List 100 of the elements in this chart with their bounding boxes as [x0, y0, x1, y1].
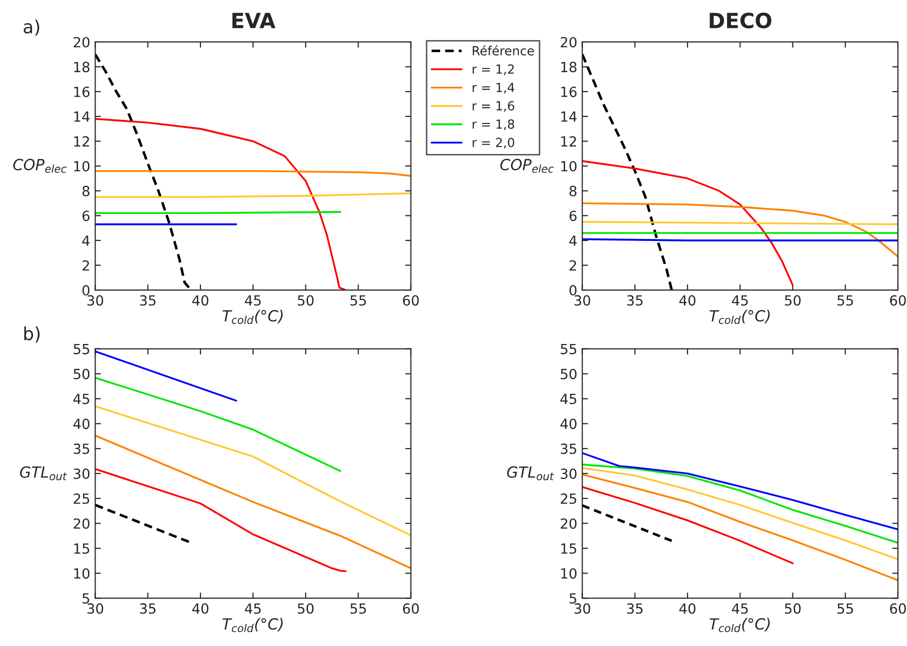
y-tick-label: 10: [74, 568, 90, 579]
line-series: [582, 464, 898, 544]
line-series: [582, 467, 898, 560]
y-tick-label: 55: [560, 344, 576, 354]
y-tick-label: 25: [74, 493, 90, 504]
x-tick-label: 60: [890, 295, 906, 306]
line-series: [95, 118, 347, 290]
x-tick-label: 55: [350, 295, 366, 306]
x-tick-label: 55: [838, 603, 853, 614]
y-tick-label: 2: [82, 260, 89, 271]
y-tick-label: 30: [560, 468, 577, 479]
y-tick-label: 20: [74, 518, 90, 529]
y-tick-label: 40: [73, 418, 90, 430]
x-tick-label: 45: [732, 603, 748, 614]
y-tick-label: 15: [74, 543, 90, 554]
x-tick-label: 50: [298, 295, 314, 306]
line-series: [95, 468, 347, 572]
y-tick-label: 18: [561, 62, 576, 72]
x-axis-title: T$_{cold}$(°C): [710, 618, 770, 632]
x-tick-label: 35: [140, 295, 156, 306]
y-tick-label: 20: [560, 518, 577, 529]
x-tick-label: 35: [627, 295, 643, 306]
line-series: [95, 405, 411, 536]
y-tick-label: 4: [82, 236, 90, 246]
legend-label: r = 2,0: [472, 138, 514, 148]
y-tick-label: 30: [74, 468, 90, 479]
y-tick-label: 10: [74, 160, 90, 172]
line-series: [582, 53, 673, 290]
y-tick-label: 6: [570, 210, 577, 222]
legend-label: r = 1,4: [472, 82, 514, 94]
y-tick-label: 25: [560, 493, 576, 504]
y-tick-label: 10: [561, 160, 577, 172]
x-tick-label: 60: [890, 603, 906, 614]
y-tick-label: 18: [74, 62, 90, 72]
line-series: [95, 376, 342, 472]
y-tick-label: 45: [560, 394, 576, 404]
x-tick-label: 60: [403, 603, 419, 614]
y-axis-title: COP$_{elec}$: [500, 158, 554, 173]
y-tick-label: 4: [569, 236, 577, 246]
chart-title: DECO: [710, 12, 772, 28]
x-tick-label: 50: [298, 603, 314, 614]
x-tick-label: 35: [627, 603, 643, 614]
line-series: [582, 474, 898, 582]
legend-label: r = 1,8: [472, 119, 514, 130]
line-series: [95, 434, 411, 570]
y-tick-label: 35: [74, 444, 90, 454]
y-tick-label: 10: [561, 568, 577, 579]
y-axis-title: GTL$_{out}$: [507, 466, 554, 480]
y-tick-label: 14: [74, 112, 90, 122]
x-axis-title: T$_{cold}$(°C): [222, 618, 283, 632]
y-tick-label: 5: [570, 593, 576, 604]
x-axis-title: T$_{cold}$(°C): [222, 310, 283, 324]
x-tick-label: 40: [679, 603, 696, 614]
x-tick-label: 50: [784, 295, 801, 306]
y-tick-label: 20: [560, 36, 577, 48]
y-tick-label: 40: [560, 418, 577, 430]
line-series: [582, 202, 898, 258]
x-axis-title: T$_{cold}$(°C): [710, 310, 770, 324]
x-tick-label: 55: [350, 603, 366, 614]
text: a): [24, 20, 40, 36]
y-tick-label: 2: [570, 260, 576, 271]
x-tick-label: 45: [732, 295, 748, 306]
x-tick-label: 40: [679, 295, 696, 306]
y-tick-label: 12: [561, 136, 576, 146]
legend-label: r = 1,2: [472, 64, 514, 76]
chart-title: EVA: [232, 12, 276, 28]
legend-label: r = 1,6: [472, 101, 514, 112]
x-tick-label: 35: [140, 603, 156, 614]
x-tick-label: 45: [244, 295, 261, 306]
x-tick-label: 40: [192, 295, 208, 306]
legend-label: Référence: [472, 45, 534, 56]
y-tick-label: 0: [570, 285, 577, 296]
line-series: [582, 452, 898, 530]
y-tick-label: 5: [82, 593, 90, 604]
y-tick-label: 16: [74, 86, 90, 98]
x-tick-label: 40: [192, 603, 208, 614]
line-series: [95, 53, 190, 289]
y-tick-label: 35: [560, 444, 576, 454]
y-tick-label: 16: [561, 86, 577, 98]
y-tick-label: 45: [73, 394, 90, 404]
y-tick-label: 50: [74, 368, 90, 380]
y-tick-label: 8: [82, 186, 90, 196]
y-tick-label: 55: [74, 344, 90, 354]
y-tick-label: 6: [82, 210, 90, 222]
line-series: [582, 486, 794, 564]
x-tick-label: 50: [784, 603, 801, 614]
y-tick-label: 8: [570, 186, 576, 196]
y-tick-label: 20: [74, 36, 90, 48]
y-tick-label: 14: [561, 112, 577, 122]
y-tick-label: 50: [560, 368, 577, 380]
y-tick-label: 15: [561, 543, 576, 554]
y-tick-label: 12: [74, 136, 89, 146]
text: b): [24, 326, 40, 342]
x-tick-label: 60: [403, 295, 419, 306]
y-axis-title: GTL$_{out}$: [20, 466, 67, 480]
x-tick-label: 45: [244, 603, 261, 614]
line-series: [582, 160, 794, 286]
x-tick-label: 55: [838, 295, 853, 306]
y-tick-label: 0: [82, 285, 90, 296]
y-axis-title: COP$_{elec}$: [13, 158, 67, 173]
